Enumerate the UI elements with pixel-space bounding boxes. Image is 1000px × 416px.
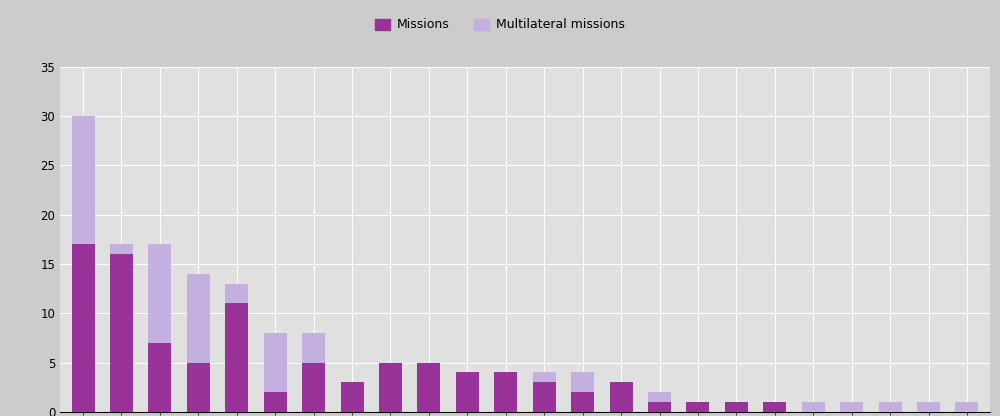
Bar <box>648 392 671 402</box>
Bar <box>187 274 210 362</box>
Bar <box>72 116 95 244</box>
Bar <box>225 303 248 412</box>
Bar <box>879 402 902 412</box>
Bar <box>494 372 517 412</box>
Bar <box>456 372 479 412</box>
Bar <box>686 402 709 412</box>
Bar <box>72 244 95 412</box>
Bar <box>225 284 248 303</box>
Bar <box>840 402 863 412</box>
Bar <box>264 392 287 412</box>
Bar <box>148 343 171 412</box>
Bar <box>610 382 633 412</box>
Bar <box>725 402 748 412</box>
Bar <box>302 362 325 412</box>
Bar <box>417 362 440 412</box>
Bar <box>802 402 825 412</box>
Bar <box>341 382 364 412</box>
Bar <box>302 333 325 362</box>
Bar <box>571 392 594 412</box>
Bar <box>917 402 940 412</box>
Bar <box>264 333 287 392</box>
Bar <box>571 372 594 392</box>
Bar <box>110 254 133 412</box>
Bar <box>955 402 978 412</box>
Bar <box>110 244 133 254</box>
Legend: Missions, Multilateral missions: Missions, Multilateral missions <box>372 15 628 35</box>
Bar <box>379 362 402 412</box>
Bar <box>763 402 786 412</box>
Bar <box>533 382 556 412</box>
Bar <box>187 362 210 412</box>
Bar <box>533 372 556 382</box>
Bar <box>648 402 671 412</box>
Bar <box>148 244 171 343</box>
